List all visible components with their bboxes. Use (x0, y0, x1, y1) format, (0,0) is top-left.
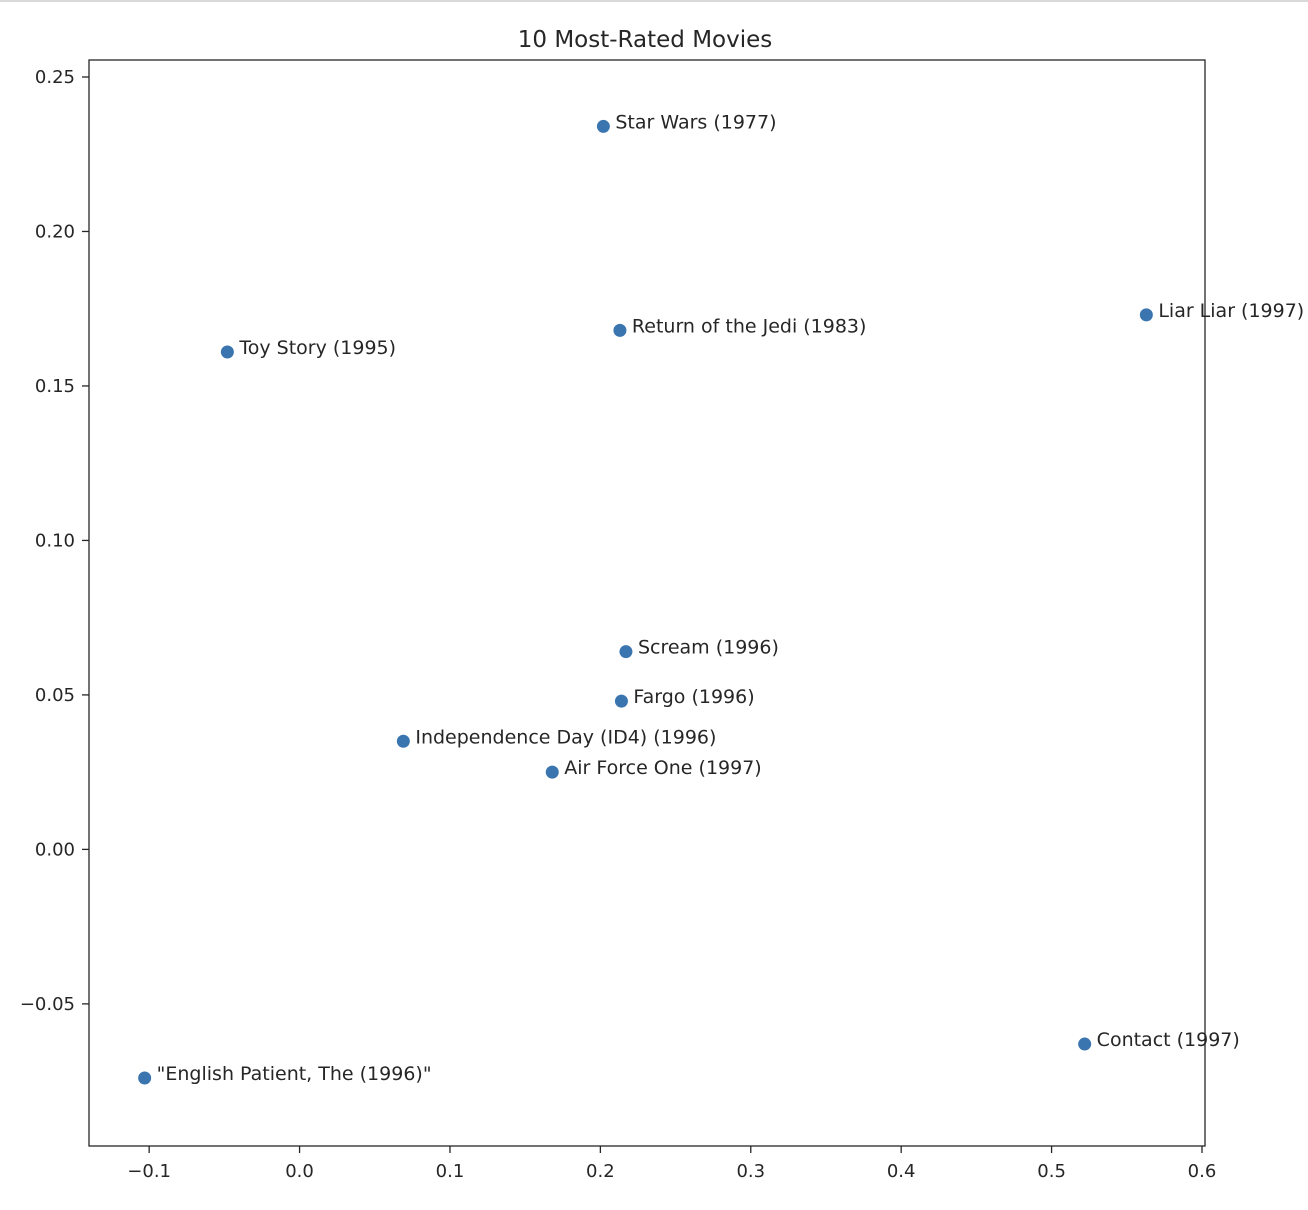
x-tick-label: 0.1 (436, 1161, 465, 1182)
y-tick-label: 0.05 (35, 685, 75, 706)
y-tick-label: 0.25 (35, 67, 75, 88)
point-label: Liar Liar (1997) (1158, 300, 1304, 322)
x-tick-label: 0.2 (586, 1161, 615, 1182)
y-tick-label: −0.05 (20, 994, 75, 1015)
x-tick-label: 0.5 (1037, 1161, 1066, 1182)
point-label: Air Force One (1997) (564, 757, 761, 779)
top-border (0, 0, 1308, 2)
data-point (1078, 1037, 1092, 1051)
data-point (596, 119, 610, 133)
data-point (1139, 308, 1153, 322)
axes: −0.1 0.0 0.1 0.2 0.3 0.4 0.5 0.6 −0.05 0.00 0.05 0.… (20, 67, 1216, 1182)
data-point (545, 765, 559, 779)
chart-title: 10 Most-Rated Movies (518, 27, 773, 53)
x-tick-label: 0.4 (887, 1161, 916, 1182)
y-tick-label: 0.00 (35, 839, 75, 860)
data-point (396, 734, 410, 748)
x-tick-label: 0.3 (736, 1161, 765, 1182)
point-label: Return of the Jedi (1983) (632, 315, 867, 337)
point-label: Toy Story (1995) (238, 337, 396, 359)
point-label: Contact (1997) (1097, 1029, 1240, 1051)
plot-frame (88, 59, 1206, 1147)
data-point (614, 694, 628, 708)
data-point (619, 645, 633, 659)
y-tick-label: 0.15 (35, 376, 75, 397)
point-label: Fargo (1996) (633, 686, 754, 708)
point-label: Star Wars (1977) (615, 111, 776, 133)
data-point (613, 323, 627, 337)
data-point (220, 345, 234, 359)
x-tick-label: 0.6 (1188, 1161, 1217, 1182)
point-label: Scream (1996) (638, 637, 779, 659)
point-label: Independence Day (ID4) (1996) (415, 726, 716, 748)
x-tick-label: 0.0 (285, 1161, 314, 1182)
data-points: Star Wars (1977) Liar Liar (1997) Return o… (138, 111, 1304, 1085)
y-tick-label: 0.20 (35, 221, 75, 242)
point-label: "English Patient, The (1996)" (157, 1063, 432, 1085)
x-tick-label: −0.1 (127, 1161, 171, 1182)
y-tick-label: 0.10 (35, 530, 75, 551)
data-point (138, 1071, 152, 1085)
